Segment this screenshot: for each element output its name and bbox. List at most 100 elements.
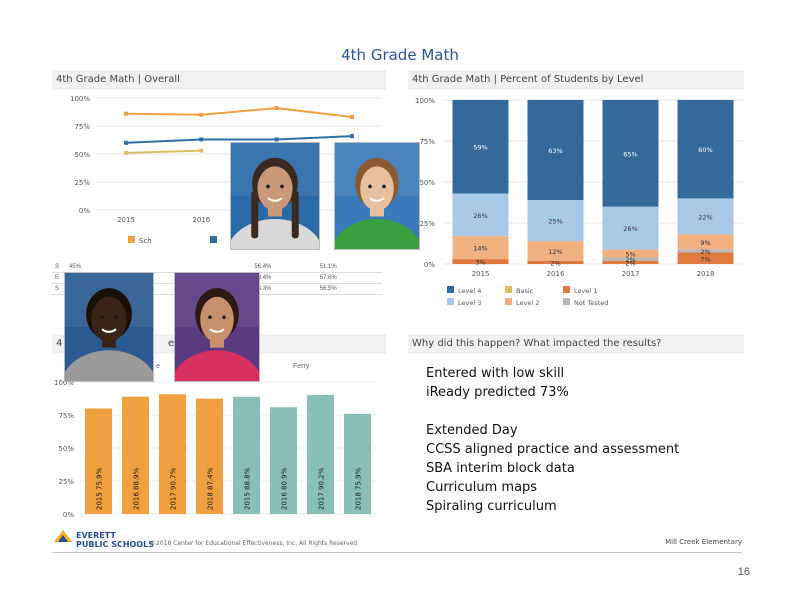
district-logo-icon (54, 530, 72, 542)
lower-subhead-frag2: Ferry (293, 363, 310, 370)
stack-segment (452, 100, 509, 194)
portrait-eye (266, 184, 270, 189)
legend-label: Not Tested (574, 299, 608, 307)
segment-label: 2% (550, 259, 560, 267)
overall-line-chart: 0%25%50%75%100%2015201620172018Sch (70, 95, 382, 245)
y-tick-label: 25% (58, 478, 74, 486)
table-cell: E (52, 272, 66, 284)
student-photo-boy-hoodie (64, 272, 154, 382)
stack-segment (677, 234, 734, 250)
school-name: Mill Creek Elementary (665, 538, 742, 546)
stack-segment (602, 257, 659, 261)
levels-stacked-chart: 0% 25% 50% 75% 100% 3% 14% 26% 59% 2015 2% 12% 25% 63… (415, 97, 743, 307)
data-point (199, 148, 204, 153)
y-tick-label: 0% (424, 261, 435, 269)
stack-segment (602, 206, 659, 250)
student-photo-boy-green (334, 142, 420, 250)
y-tick-label: 0% (63, 511, 74, 519)
portrait-shirt (175, 350, 259, 381)
note-line (426, 402, 679, 421)
legend-label: Level 1 (574, 287, 597, 295)
stack-segment (452, 193, 509, 237)
table-cell: 45% (65, 262, 112, 273)
lower-bar-chart: 0% 25% 50% 75% 100% 2015 75.9% 2016 88.9% 2017 … (54, 379, 376, 519)
data-point (350, 134, 354, 139)
note-line: Extended Day (426, 423, 518, 438)
legend-label: Basic (516, 287, 534, 295)
x-tick-label: 2016 (192, 216, 210, 224)
student-photo-girl-pink (174, 272, 260, 382)
portrait-braid (251, 190, 259, 239)
data-point (199, 137, 204, 142)
why-panel-header: Why did this happen? What impacted the r… (408, 334, 744, 354)
stack-segment (452, 236, 509, 260)
portrait-eye (280, 184, 284, 189)
portrait-face (360, 166, 394, 211)
segment-label: 7% (700, 255, 710, 263)
legend-label: Level 4 (458, 287, 481, 295)
stack-segment (602, 260, 659, 264)
impact-notes: Entered with low skill iReady predicted 7… (426, 364, 679, 516)
note-line: CCSS aligned practice and assessment (426, 442, 680, 457)
table-cell: S (52, 262, 66, 273)
note-line: Spiraling curriculum (426, 499, 557, 514)
district-name-line1: EVERETT (76, 531, 116, 540)
note-line: iReady predicted 73% (426, 385, 569, 400)
y-tick-label: 50% (419, 179, 435, 187)
data-point (199, 112, 204, 117)
x-tick-label: 2018 (697, 270, 715, 278)
stack-segment (452, 259, 509, 264)
data-point (274, 137, 279, 142)
segment-label: 25% (548, 218, 562, 226)
table-cell: 60.4% (251, 272, 317, 284)
legend-swatch (563, 286, 570, 293)
portrait-shirt (335, 218, 419, 249)
district-name: EVERETT PUBLIC SCHOOLS (76, 531, 154, 549)
stack-segment (527, 260, 584, 264)
lower-panel-header-left: 4 (56, 338, 63, 349)
segment-label: 2% (700, 248, 710, 256)
segment-label: 3% (475, 259, 485, 267)
portrait-smile (267, 197, 283, 202)
stack-segment (677, 249, 734, 253)
x-tick-label: 2015 (117, 216, 135, 224)
table-cell (111, 262, 177, 273)
portrait-eye (382, 184, 386, 189)
bar (122, 396, 149, 514)
bar (270, 407, 297, 514)
series-line (125, 135, 353, 144)
stack-segment (527, 241, 584, 261)
y-tick-label: 75% (419, 138, 435, 146)
stack-segment (602, 249, 659, 258)
stack-segment (677, 100, 734, 199)
x-tick-label: 2016 (547, 270, 565, 278)
student-photo-girl-braids (230, 142, 320, 250)
table-cell: 56.4% (251, 262, 317, 273)
legend-swatch (447, 298, 454, 305)
segment-label: 22% (698, 213, 712, 221)
district-name-line2: PUBLIC SCHOOLS (76, 540, 154, 549)
note-line: Entered with low skill (426, 366, 565, 381)
data-point (124, 111, 128, 116)
y-tick-label: 50% (58, 445, 74, 453)
series-line (125, 107, 353, 119)
legend-label: Level 3 (458, 299, 481, 307)
y-tick-label: 100% (54, 379, 74, 387)
segment-label: 63% (548, 147, 562, 155)
segment-label: 9% (700, 239, 710, 247)
segment-label: 12% (548, 248, 562, 256)
segment-label: 26% (473, 212, 487, 220)
data-point (124, 150, 128, 155)
portrait-face (257, 166, 293, 211)
portrait-eye (114, 315, 118, 320)
portrait-eye (100, 315, 104, 320)
legend-swatch (210, 236, 217, 243)
bar-label: 2018 75.9% (355, 467, 363, 510)
table-cell: 56.5% (316, 283, 382, 295)
table-row: S 45% 56.4% 51.1% (52, 262, 382, 273)
lower-subhead-frag: e (156, 363, 160, 370)
bar-label: 2017 90.7% (170, 467, 178, 510)
overall-panel-header: 4th Grade Math | Overall (52, 70, 386, 90)
portrait-smile (369, 197, 385, 202)
levels-panel-header: 4th Grade Math | Percent of Students by … (408, 70, 744, 90)
